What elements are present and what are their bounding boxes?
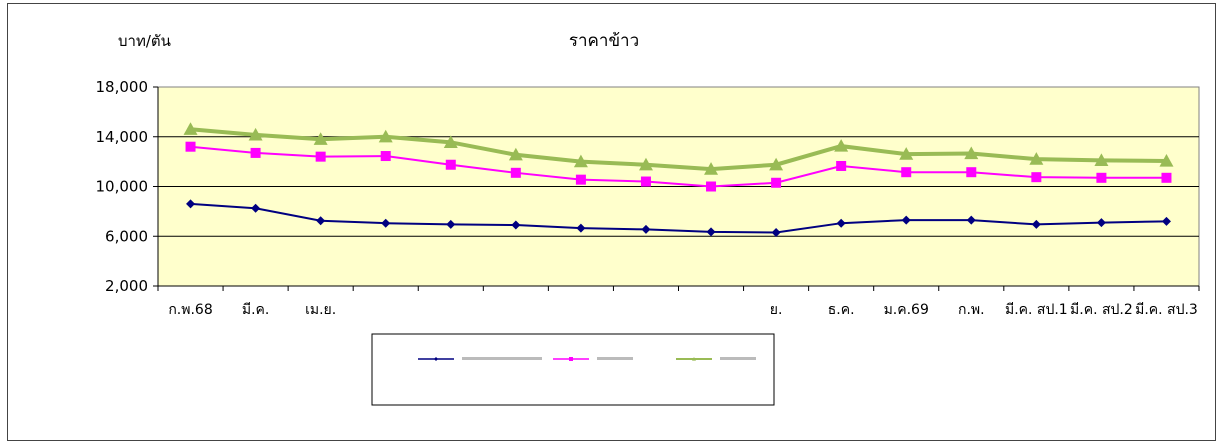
data-point — [510, 167, 521, 178]
data-point — [248, 127, 263, 141]
data-point — [1031, 219, 1041, 229]
data-point — [706, 227, 716, 237]
data-point — [706, 181, 717, 192]
data-point — [445, 159, 456, 170]
x-tick-label: มี.ค. สป.3 — [1135, 302, 1198, 318]
data-point — [1161, 216, 1171, 226]
data-point — [638, 157, 653, 171]
y-tick-label: 6,000 — [105, 227, 148, 245]
data-point — [508, 147, 523, 161]
data-point — [836, 160, 847, 171]
data-point — [183, 122, 198, 135]
x-tick-label: เม.ย. — [305, 302, 336, 318]
data-point — [901, 167, 912, 178]
data-point — [704, 162, 719, 175]
data-point — [380, 151, 391, 162]
data-point — [771, 228, 781, 238]
chart-frame: บาท/ตัน ราคาข้าว 2,000 6,000 10,000 14,000 1… — [7, 3, 1216, 441]
data-point — [315, 151, 326, 162]
x-tick-label: ก.พ. — [958, 302, 985, 318]
data-point — [966, 215, 976, 225]
series-line — [190, 202, 1167, 234]
data-point — [443, 135, 458, 148]
data-point — [966, 167, 977, 178]
plot-area: 2,000 6,000 10,000 14,000 18,000 ก.พ.68 มี.ค. เ… — [96, 78, 1200, 318]
y-tick-label: 10,000 — [96, 178, 149, 196]
data-point — [576, 223, 586, 233]
x-tick-label: ก.พ.68 — [168, 302, 212, 318]
rice-price-chart: บาท/ตัน ราคาข้าว 2,000 6,000 10,000 14,000 1… — [96, 31, 1200, 406]
series-line — [190, 127, 1167, 172]
data-point — [641, 224, 651, 234]
legend-label-placeholder — [462, 357, 542, 360]
data-point — [575, 174, 586, 185]
x-tick-label: ม.ค.69 — [884, 302, 929, 318]
x-tick-label: มี.ค. สป.1 — [1005, 302, 1068, 318]
data-point — [692, 357, 696, 361]
x-tick-label: ย. — [770, 302, 783, 318]
data-point — [186, 199, 196, 209]
series-line — [190, 145, 1167, 188]
legend — [371, 333, 775, 406]
data-point — [1094, 153, 1109, 166]
data-point — [378, 129, 393, 143]
data-point — [569, 357, 573, 361]
data-point — [899, 147, 914, 160]
y-tick-label: 2,000 — [105, 277, 148, 295]
data-point — [1096, 172, 1107, 183]
legend-box — [371, 333, 775, 406]
x-tick-label: มี.ค. สป.2 — [1070, 302, 1133, 318]
data-point — [1029, 152, 1044, 165]
y-axis-label: บาท/ตัน — [118, 32, 171, 50]
data-point — [1031, 172, 1042, 183]
data-point — [836, 218, 846, 228]
x-tick-label: ธ.ค. — [828, 302, 855, 318]
x-tick-label: มี.ค. — [242, 302, 270, 318]
legend-label-placeholder — [720, 357, 756, 360]
data-point — [964, 146, 979, 160]
data-point — [434, 357, 438, 361]
data-point — [640, 176, 651, 187]
chart-title: ราคาข้าว — [569, 31, 639, 51]
data-point — [834, 139, 849, 152]
data-point — [313, 132, 328, 145]
data-point — [1161, 172, 1172, 183]
data-point — [185, 141, 196, 152]
data-point — [771, 177, 782, 188]
y-tick-label: 14,000 — [96, 128, 149, 146]
data-point — [769, 157, 784, 171]
data-point — [250, 147, 261, 158]
data-point — [251, 203, 261, 213]
data-point — [1096, 218, 1106, 228]
legend-label-placeholder — [597, 357, 633, 360]
data-point — [381, 218, 391, 228]
data-point — [511, 220, 521, 230]
y-tick-label: 18,000 — [96, 78, 149, 96]
data-point — [316, 216, 326, 226]
data-point — [1159, 154, 1174, 167]
data-point — [573, 154, 588, 168]
data-point — [446, 219, 456, 229]
data-point — [901, 215, 911, 225]
